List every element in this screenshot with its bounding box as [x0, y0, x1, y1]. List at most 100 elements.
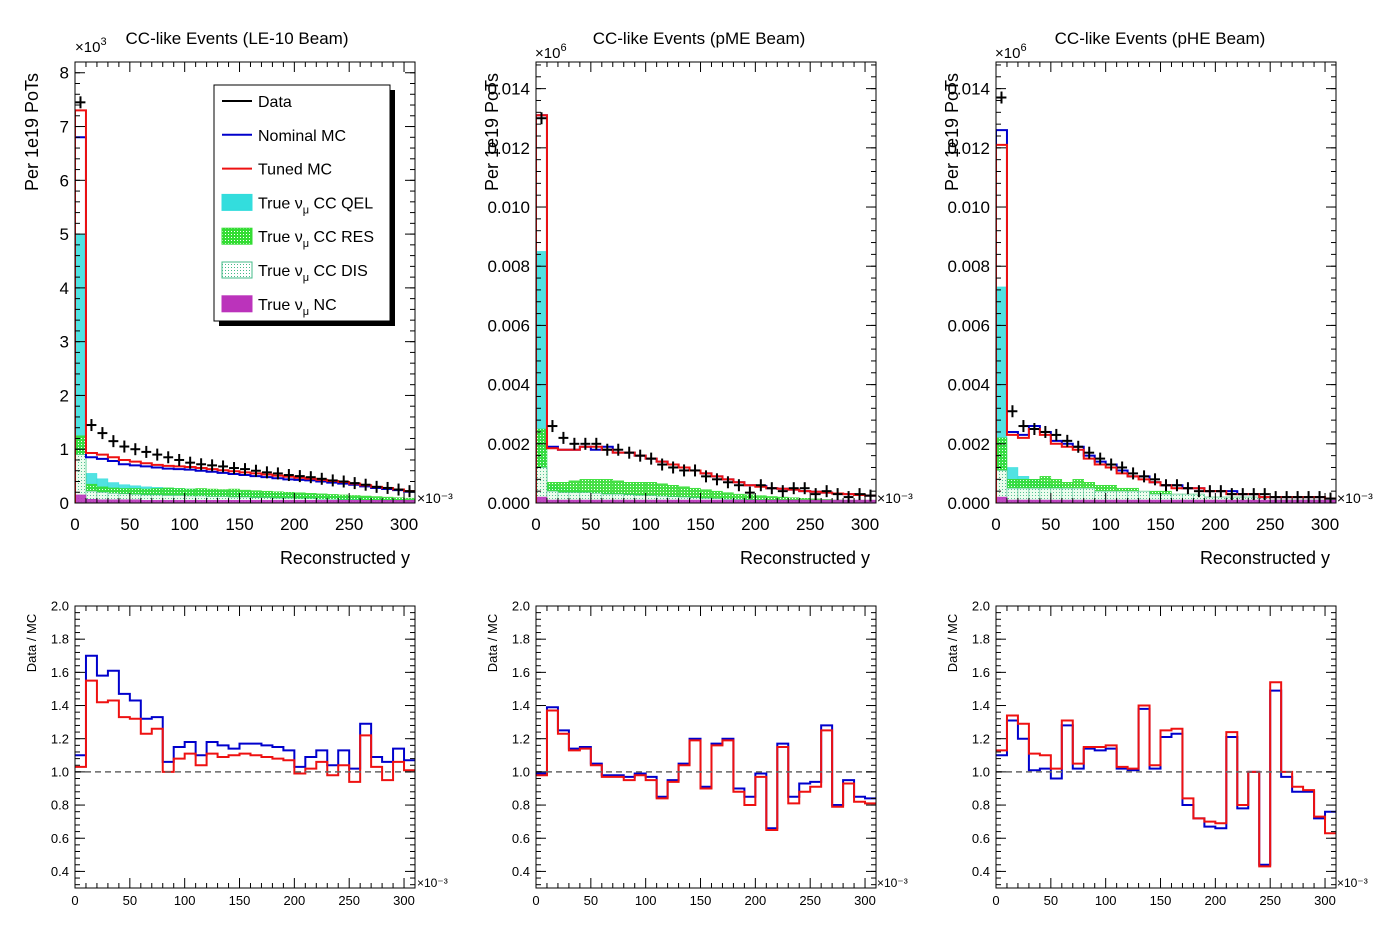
- legend-label: True νμ NC: [258, 297, 337, 318]
- data-point: [558, 431, 569, 444]
- data-point: [1303, 491, 1314, 503]
- data-point: [371, 480, 382, 493]
- data-point: [536, 112, 547, 125]
- series-line-tuned-mc: [996, 143, 1336, 503]
- data-point: [316, 472, 327, 485]
- y-tick-label: 0.010: [487, 198, 530, 217]
- plot-frame: [74, 605, 416, 889]
- x-tick-label: 100: [174, 893, 196, 908]
- legend-label: Tuned MC: [258, 162, 332, 179]
- data-point: [119, 440, 130, 453]
- y-tick-label: 0.6: [972, 831, 990, 846]
- y-tick-label: 0.012: [487, 139, 530, 158]
- y-tick-label: 0.000: [947, 494, 990, 513]
- data-point: [97, 427, 108, 440]
- series-line-tuned-mc: [536, 709, 876, 831]
- y-tick-label: 1.6: [512, 665, 530, 680]
- x-multiplier: ×10⁻³: [417, 876, 448, 890]
- legend-item: True νμ CC RES: [221, 227, 374, 250]
- data-point: [108, 435, 119, 448]
- y-tick-label: 0.4: [51, 864, 69, 879]
- data-point: [1073, 440, 1084, 453]
- series-line-nominal-mc: [536, 114, 876, 503]
- bin-bar: [536, 428, 548, 503]
- x-tick-label: 150: [1146, 515, 1174, 534]
- data-point: [1106, 458, 1117, 471]
- x-tick-label: 0: [70, 515, 79, 534]
- plot-ratio-phe: 0 50 100 150 200 250 300 0.4 0.6 0.8 1.0 1.2 1.4 1.6 1…: [972, 599, 1337, 908]
- y-axis-label: Data / MC: [945, 614, 960, 673]
- legend-label: True νμ CC RES: [258, 229, 374, 250]
- bin-bar: [536, 496, 548, 503]
- data-point: [668, 461, 679, 474]
- x-tick-label: 250: [796, 515, 824, 534]
- legend-item: Data: [222, 94, 292, 111]
- legend-label: True νμ CC QEL: [258, 195, 373, 216]
- plot-frame: [535, 605, 877, 889]
- y-tick-label: 1.2: [51, 731, 69, 746]
- x-tick-label: 100: [1095, 893, 1117, 908]
- y-tick-label: 1.8: [972, 632, 990, 647]
- data-point: [854, 488, 865, 501]
- y-axis-label: Per 1e19 PoTs: [22, 73, 42, 191]
- panel-phe: CC-like Events (pHE Beam) ×106 Per 1e19 …: [942, 29, 1373, 568]
- legend-swatch: [221, 295, 253, 313]
- data-point: [1226, 488, 1237, 501]
- data-point: [733, 479, 744, 492]
- legend-swatch: [221, 261, 253, 279]
- y-axis-label: Per 1e19 PoTs: [942, 73, 962, 191]
- x-tick-label: 150: [225, 515, 253, 534]
- legend-label: True νμ CC DIS: [258, 263, 368, 284]
- y-tick-label: 6: [60, 171, 69, 190]
- data-point: [1051, 428, 1062, 441]
- data-point: [646, 452, 657, 465]
- y-multiplier: ×103: [75, 36, 107, 56]
- data-point: [996, 91, 1007, 104]
- data-point: [1314, 491, 1325, 503]
- y-axis-label: Data / MC: [485, 614, 500, 673]
- data-point: [679, 464, 689, 477]
- y-tick-label: 1.8: [51, 632, 69, 647]
- x-tick-label: 200: [284, 893, 306, 908]
- y-tick-label: 0.8: [972, 798, 990, 813]
- x-tick-label: 50: [584, 893, 598, 908]
- y-tick-label: 1.4: [512, 698, 530, 713]
- y-tick-label: 0.8: [512, 798, 530, 813]
- data-point: [86, 419, 97, 432]
- data-point: [141, 445, 152, 458]
- y-tick-label: 1.2: [512, 731, 530, 746]
- data-point: [240, 463, 250, 476]
- series-data-points: [996, 91, 1336, 503]
- x-tick-label: 0: [531, 515, 540, 534]
- y-tick-label: 2.0: [51, 599, 69, 614]
- x-tick-label: 100: [635, 893, 657, 908]
- data-point: [1040, 425, 1051, 438]
- data-point: [294, 470, 305, 483]
- x-multiplier: ×10⁻³: [1337, 876, 1368, 890]
- x-axis-label: Reconstructed y: [280, 548, 410, 568]
- x-tick-label: 200: [1201, 515, 1229, 534]
- y-tick-label: 1.0: [512, 764, 530, 779]
- data-point: [547, 420, 558, 433]
- plot-ratio-le10: 0 50 100 150 200 250 300 0.4 0.6 0.8 1.0 1.2 1.4 1.6 1…: [51, 599, 416, 908]
- x-tick-label: 0: [991, 515, 1000, 534]
- data-point: [251, 464, 261, 477]
- y-tick-label: 0.012: [947, 139, 990, 158]
- y-tick-label: 1.2: [972, 731, 990, 746]
- x-tick-label: 300: [1314, 893, 1336, 908]
- x-tick-label: 50: [581, 515, 600, 534]
- x-tick-label: 300: [854, 893, 876, 908]
- y-tick-label: 1: [60, 440, 69, 459]
- legend: Data Nominal MC Tuned MC True νμ CC QEL True…: [213, 84, 395, 326]
- data-point: [635, 449, 646, 462]
- x-multiplier: ×10⁻³: [877, 876, 908, 890]
- y-tick-label: 1.4: [972, 698, 990, 713]
- data-point: [832, 488, 843, 501]
- y-tick-label: 0.000: [487, 494, 530, 513]
- bin-bar: [75, 494, 87, 503]
- y-tick-label: 0.6: [51, 831, 69, 846]
- x-multiplier: ×10⁻³: [877, 490, 913, 506]
- legend-label: Data: [258, 94, 292, 111]
- plot-le10: 0 50 100 150 200 250 300 0 1 2 3 4 5 6 7 8: [60, 61, 418, 534]
- plot-ratio-pme: 0 50 100 150 200 250 300 0.4 0.6 0.8 1.0 1.2 1.4 1.6 1…: [512, 599, 877, 908]
